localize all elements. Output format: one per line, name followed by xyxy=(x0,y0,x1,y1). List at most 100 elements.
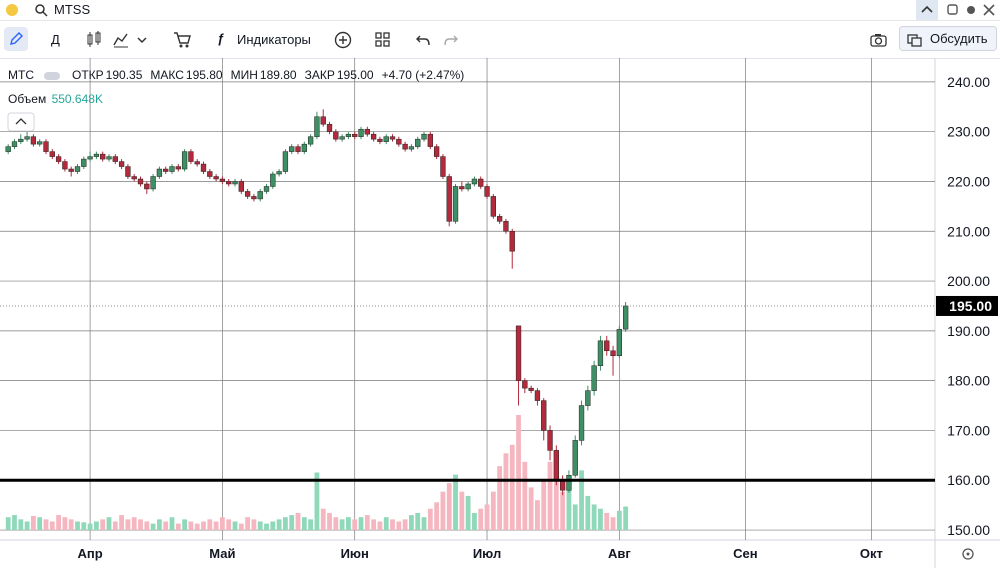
search-text[interactable]: MTSS xyxy=(54,2,91,17)
candle-body xyxy=(503,221,509,232)
indicators-icon[interactable]: ƒ xyxy=(217,31,225,46)
candle-body xyxy=(213,176,219,180)
collapse-button[interactable] xyxy=(916,0,938,20)
candle-body xyxy=(244,191,251,197)
layout-icon[interactable] xyxy=(374,31,392,49)
candle-body xyxy=(282,151,289,172)
candle-body xyxy=(232,181,238,185)
candle-body xyxy=(471,178,478,185)
volume-bar xyxy=(440,491,446,530)
volume-bar xyxy=(402,519,408,530)
volume-bar xyxy=(415,512,421,530)
interval-button[interactable]: Д xyxy=(51,32,60,47)
volume-bar xyxy=(157,519,162,530)
volume-bar xyxy=(421,517,427,530)
draw-button[interactable] xyxy=(4,27,28,51)
candle-body xyxy=(421,133,427,140)
volume-bar xyxy=(30,515,36,530)
window-icons[interactable] xyxy=(946,3,998,17)
candle-body xyxy=(440,156,446,177)
volume-bar xyxy=(484,504,490,530)
candle-body xyxy=(465,183,471,190)
volume-bar xyxy=(213,521,219,530)
symbol: МТС xyxy=(8,68,34,82)
volume-bar xyxy=(289,515,295,530)
volume-bar xyxy=(93,521,99,530)
candle-body xyxy=(68,168,74,172)
settings-icon[interactable] xyxy=(962,548,974,560)
candle-body xyxy=(408,146,415,150)
volume-bar xyxy=(478,508,484,530)
discuss-button[interactable]: Обсудить xyxy=(899,26,997,51)
camera-icon[interactable] xyxy=(869,31,889,49)
collapse-legend-button[interactable] xyxy=(7,112,35,132)
volume-bar xyxy=(427,508,433,530)
volume-bar xyxy=(509,444,515,530)
volume-bar xyxy=(383,517,389,530)
add-icon[interactable] xyxy=(333,30,355,50)
candle-body xyxy=(301,143,307,152)
volume-bar xyxy=(364,515,370,530)
cart-icon[interactable] xyxy=(172,30,192,50)
volume-bar xyxy=(503,453,509,530)
volume-bar xyxy=(232,521,238,530)
toggle[interactable] xyxy=(44,71,60,80)
volume-bar xyxy=(541,478,547,530)
candle-body xyxy=(616,329,622,357)
legend-key: МАКС xyxy=(150,68,184,82)
legend-items: ОТКР 190.35 МАКС 195.80 МИН 189.80 ЗАКР 195.00 +… xyxy=(72,68,466,82)
y-tick-label: 220.00 xyxy=(947,173,990,189)
y-tick-label: 170.00 xyxy=(947,422,990,438)
candle-body xyxy=(43,141,49,152)
undo-redo[interactable] xyxy=(414,31,460,49)
candle-body xyxy=(270,173,276,187)
candle-body xyxy=(396,138,402,145)
volume-bar xyxy=(163,521,169,530)
volume-value: 550.648K xyxy=(51,92,103,106)
legend-key: ОТКР xyxy=(72,68,104,82)
last-price-tag xyxy=(936,295,998,316)
volume-bar xyxy=(522,461,528,530)
candle-body xyxy=(62,161,68,170)
candle-body xyxy=(415,138,421,147)
candle-body xyxy=(163,168,169,172)
volume-bar xyxy=(327,512,332,530)
x-tick-label: Май xyxy=(209,546,235,561)
legend-key: МИН xyxy=(230,68,258,82)
volume-row: Объем 550.648K xyxy=(8,92,468,106)
candle-body xyxy=(175,166,181,170)
candle-body xyxy=(622,305,629,330)
indicators-button[interactable]: Индикаторы xyxy=(237,32,311,47)
legend-value: 195.00 xyxy=(336,68,374,82)
candle-body xyxy=(81,158,87,167)
candle-body xyxy=(100,153,106,160)
candle-body xyxy=(377,138,383,142)
last-price-label: 195.00 xyxy=(949,298,992,314)
volume-bar xyxy=(390,519,395,530)
volume-bar xyxy=(553,474,559,530)
volume-bar xyxy=(207,519,213,530)
volume-bar xyxy=(182,519,188,530)
volume-bar xyxy=(333,517,339,530)
candle-body xyxy=(370,133,377,140)
volume-bar xyxy=(528,487,534,530)
candle-body xyxy=(219,178,226,182)
legend-value: 189.80 xyxy=(259,68,297,82)
candle-body xyxy=(289,146,295,152)
candle-body xyxy=(333,131,339,140)
candle-body xyxy=(597,340,604,366)
volume-bar xyxy=(535,500,540,530)
y-tick-label: 200.00 xyxy=(947,273,990,289)
volume-bar xyxy=(194,523,200,530)
candle-body xyxy=(314,116,320,137)
volume-bar xyxy=(446,483,452,530)
volume-bar xyxy=(623,506,629,530)
volume-bar xyxy=(175,523,181,530)
volume-bar xyxy=(119,515,125,530)
candle-body xyxy=(106,156,112,160)
candle-body xyxy=(320,116,326,125)
chart-type-buttons[interactable] xyxy=(86,30,156,50)
x-tick-label: Июл xyxy=(473,546,501,561)
volume-bar xyxy=(138,519,143,530)
discuss-label[interactable]: Обсудить xyxy=(930,31,988,46)
